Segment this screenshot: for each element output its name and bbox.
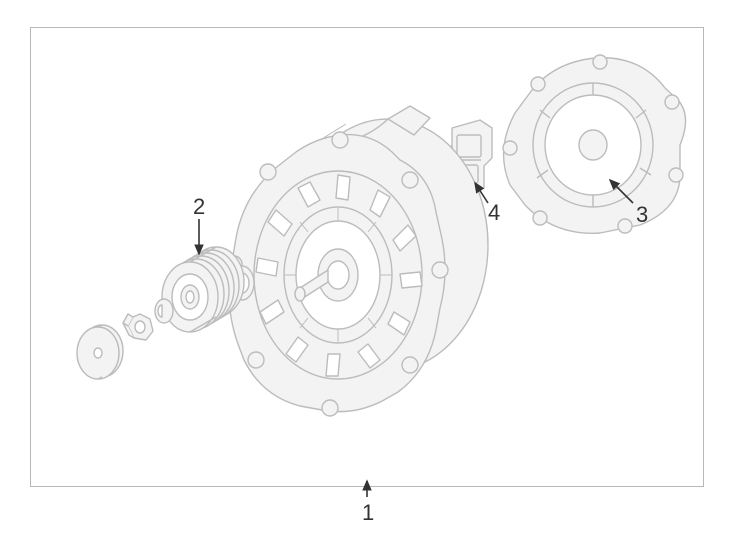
callout-label-4: 4 xyxy=(488,200,500,226)
callout-label-2: 2 xyxy=(193,194,205,220)
part-nut xyxy=(123,314,153,340)
part-washer xyxy=(155,299,173,323)
parts-illustration xyxy=(0,0,734,540)
part-alternator-body xyxy=(226,106,488,416)
part-rear-cover xyxy=(503,55,686,233)
callout-label-1: 1 xyxy=(362,500,374,526)
part-end-cap xyxy=(77,325,123,379)
callout-label-3: 3 xyxy=(636,202,648,228)
